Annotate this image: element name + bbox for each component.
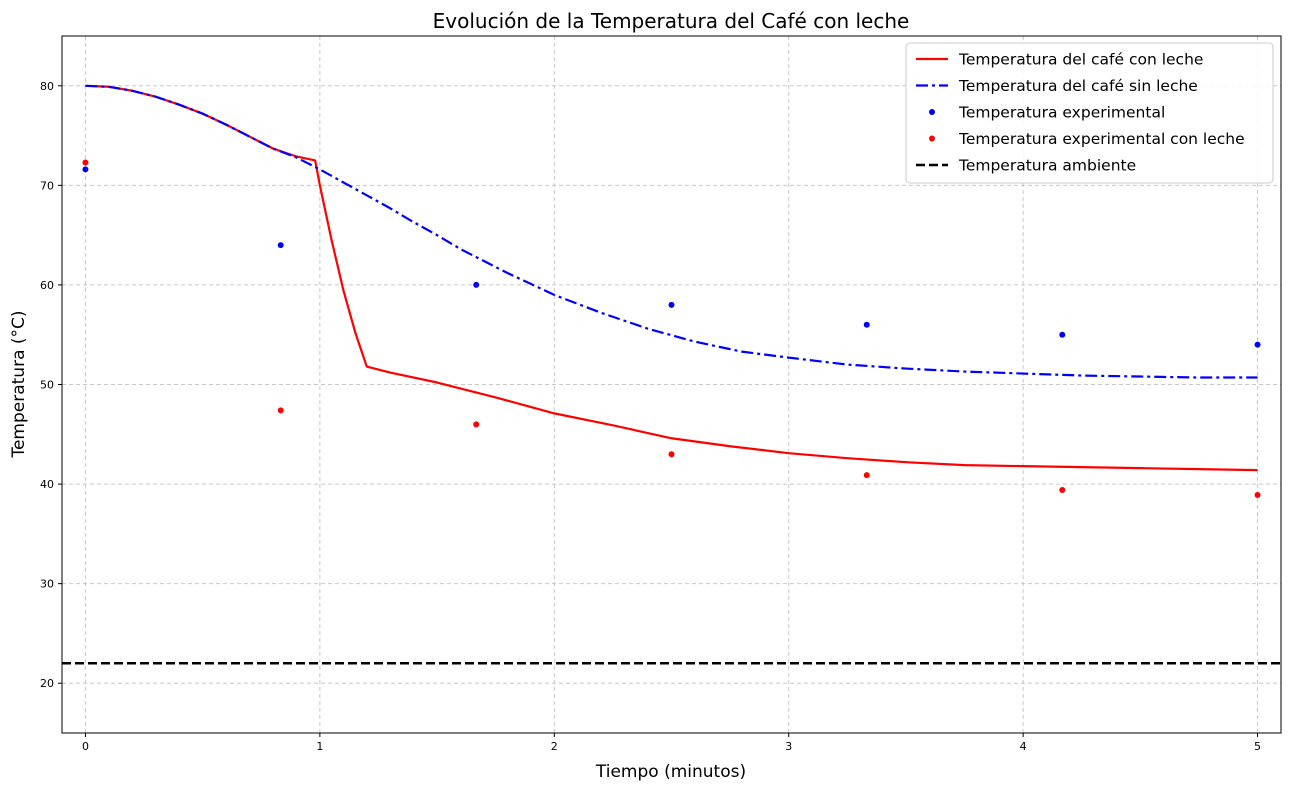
legend-label-2: Temperatura experimental <box>958 104 1165 122</box>
scatter-points <box>82 159 1261 499</box>
y-tick-label: 20 <box>40 677 54 690</box>
x-tick-label: 5 <box>1254 740 1261 753</box>
data-point-3-2 <box>473 421 480 428</box>
x-tick-label: 4 <box>1020 740 1027 753</box>
y-tick-label: 30 <box>40 578 54 591</box>
data-point-2-5 <box>1059 331 1066 338</box>
legend-label-3: Temperatura experimental con leche <box>958 130 1245 148</box>
data-point-3-1 <box>277 407 284 414</box>
legend: Temperatura del café con leche Temperatur… <box>905 42 1274 184</box>
data-point-3-3 <box>668 451 675 458</box>
data-point-3-0 <box>82 159 89 166</box>
legend-label-4: Temperatura ambiente <box>958 157 1136 175</box>
legend-marker-2 <box>929 109 935 115</box>
y-tick-label: 40 <box>40 478 54 491</box>
data-point-2-6 <box>1254 341 1261 348</box>
series-line-1 <box>85 84 1258 379</box>
y-tick-label: 70 <box>40 179 54 192</box>
x-tick-label: 2 <box>551 740 558 753</box>
legend-marker-3 <box>929 135 935 142</box>
data-point-2-2 <box>473 281 480 288</box>
x-tick-label: 0 <box>82 740 89 753</box>
data-point-3-4 <box>863 472 870 479</box>
data-point-2-3 <box>668 301 675 308</box>
y-tick-label: 50 <box>40 379 54 392</box>
data-point-2-0 <box>82 166 89 173</box>
axis-ticks: 0 1 2 3 4 5 20 30 40 50 60 70 80 <box>40 80 1261 753</box>
data-point-3-6 <box>1254 492 1261 499</box>
data-point-2-1 <box>277 242 284 249</box>
x-tick-label: 1 <box>316 740 323 753</box>
series-lines <box>85 84 1258 472</box>
y-tick-label: 60 <box>40 279 54 292</box>
data-point-2-4 <box>863 321 870 328</box>
data-point-3-5 <box>1059 487 1066 494</box>
legend-label-1: Temperatura del café sin leche <box>958 77 1198 95</box>
chart-title: Evolución de la Temperatura del Café con… <box>433 9 910 33</box>
x-tick-label: 3 <box>785 740 792 753</box>
legend-label-0: Temperatura del café con leche <box>958 51 1203 69</box>
y-axis-label: Temperatura (°C) <box>9 310 29 458</box>
y-tick-label: 80 <box>40 80 54 93</box>
legend-box <box>905 42 1274 184</box>
x-axis-label: Tiempo (minutos) <box>595 762 746 782</box>
